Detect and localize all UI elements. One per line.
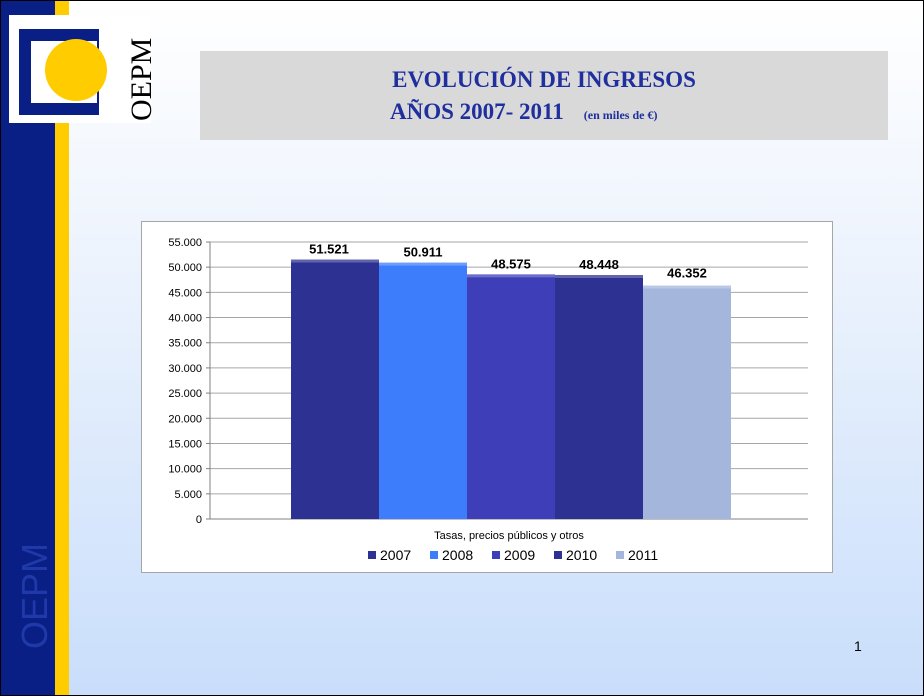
y-tick-label: 15.000 — [168, 438, 202, 450]
subtitle-unit: (en miles de €) — [583, 108, 658, 122]
data-label: 48.575 — [491, 256, 531, 271]
y-tick-label: 45.000 — [168, 287, 202, 299]
logo-text-label: OEPM — [125, 38, 158, 121]
x-category-label: Tasas, precios públicos y otros — [434, 530, 584, 542]
subtitle-years: AÑOS 2007- 2011 — [390, 99, 564, 124]
y-tick-label: 50.000 — [168, 262, 202, 274]
bar-2008 — [379, 262, 467, 519]
page-subtitle: AÑOS 2007- 2011 (en miles de €) — [390, 99, 657, 125]
side-oepm-label: OEPM — [14, 543, 55, 649]
bar-chart: 0 5.000 10.000 15.000 20.000 25.000 30.000 35.0… — [168, 237, 808, 563]
page-title: EVOLUCIÓN DE INGRESOS — [392, 67, 696, 92]
bar-highlight — [467, 274, 555, 278]
legend-swatch — [616, 551, 624, 559]
data-label: 48.448 — [579, 257, 619, 272]
data-label: 51.521 — [309, 242, 349, 257]
y-tick-label: 30.000 — [168, 363, 202, 375]
y-tick-label: 55.000 — [168, 237, 202, 249]
logo-text: OEPM — [125, 38, 158, 121]
bar-highlight — [291, 259, 379, 263]
page-number: 1 — [854, 638, 862, 654]
chart-area: 0 5.000 10.000 15.000 20.000 25.000 30.000 35.0… — [141, 221, 833, 573]
y-tick-label: 40.000 — [168, 313, 202, 325]
bar-2007 — [291, 259, 379, 519]
legend-swatch — [554, 551, 562, 559]
side-oepm-text: OEPM — [14, 543, 55, 649]
bar-2010 — [555, 274, 643, 519]
bar-highlight — [379, 262, 467, 266]
legend-label: 2008 — [442, 547, 473, 563]
bar-2011 — [643, 285, 731, 519]
data-label: 50.911 — [403, 245, 442, 260]
yellow-side-band — [55, 1, 69, 695]
data-label: 46.352 — [667, 266, 707, 281]
legend-label: 2009 — [504, 547, 535, 563]
logo-sun-icon — [45, 39, 107, 101]
legend-swatch — [492, 551, 500, 559]
y-tick-label: 10.000 — [168, 464, 202, 476]
legend-label: 2011 — [628, 547, 658, 563]
y-tick-label: 25.000 — [168, 388, 202, 400]
y-tick-label: 35.000 — [168, 338, 202, 350]
y-tick-label: 0 — [196, 514, 202, 526]
legend-swatch — [430, 551, 438, 559]
bar-highlight — [643, 285, 731, 289]
legend-swatch — [368, 551, 376, 559]
bar-2009 — [467, 274, 555, 519]
legend-label: 2007 — [380, 547, 411, 563]
bar-highlight — [555, 274, 643, 278]
legend-label: 2010 — [566, 547, 597, 563]
y-tick-label: 20.000 — [168, 413, 202, 425]
y-tick-label: 5.000 — [174, 489, 202, 501]
title-box: EVOLUCIÓN DE INGRESOS AÑOS 2007- 2011 (en… — [200, 51, 888, 140]
